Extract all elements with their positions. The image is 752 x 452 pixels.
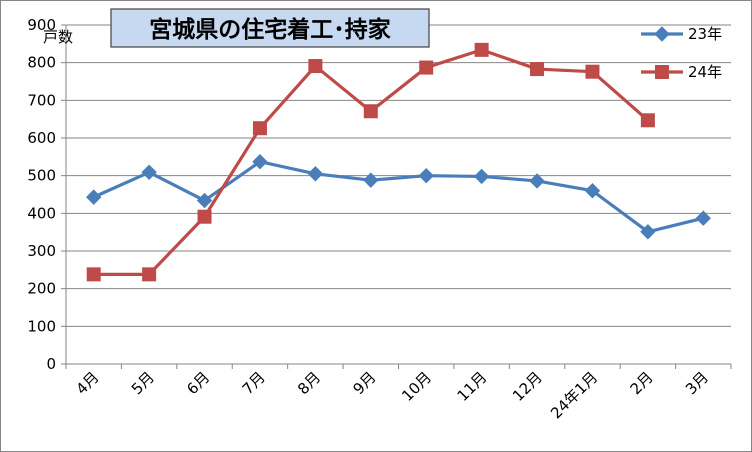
- series-line: [93, 48, 649, 276]
- y-tick-label: 700: [27, 91, 56, 109]
- data-point: [474, 42, 489, 57]
- x-tick-label: 8月: [294, 368, 324, 398]
- data-point: [86, 267, 101, 282]
- series-lines: [86, 42, 711, 282]
- x-tick-label: 7月: [239, 368, 269, 398]
- series: [86, 154, 711, 240]
- data-point: [197, 209, 212, 224]
- x-tick-label: 2月: [627, 368, 657, 398]
- gridlines: [66, 24, 731, 327]
- axes: 0 100 200 300 400 500 600 700 800 900 4月 5月 6月 7月 8月 9月…: [27, 16, 732, 422]
- data-point: [363, 172, 379, 188]
- y-tick-label: 600: [27, 129, 56, 147]
- data-point: [307, 166, 324, 182]
- data-point: [640, 224, 656, 240]
- legend: 23年 24年: [641, 25, 722, 81]
- legend-label: 24年: [688, 63, 722, 81]
- series-line: [93, 160, 704, 234]
- chart-title: 宮城県の住宅着工･持家: [149, 16, 391, 43]
- y-tick-label: 200: [27, 280, 56, 298]
- data-point: [695, 210, 711, 226]
- series: [86, 42, 655, 282]
- data-point: [363, 104, 378, 119]
- y-tick-label: 0: [46, 355, 56, 373]
- x-tick-label: 5月: [128, 368, 158, 398]
- data-point: [530, 62, 545, 77]
- data-point: [640, 113, 655, 128]
- x-tick-label: 3月: [682, 368, 712, 398]
- y-tick-label: 100: [27, 317, 56, 335]
- data-point: [529, 173, 545, 189]
- data-point: [141, 164, 157, 180]
- data-point: [584, 183, 601, 199]
- x-tick-label: 12月: [509, 368, 546, 405]
- data-point: [252, 154, 268, 170]
- x-tick-label: 11月: [454, 368, 491, 405]
- chart-title-box: 宮城県の住宅着工･持家: [110, 8, 430, 48]
- legend-entry: 23年: [641, 25, 722, 43]
- data-point: [252, 121, 267, 136]
- data-point: [654, 26, 670, 42]
- legend-entry: 24年: [641, 63, 722, 81]
- data-point: [418, 167, 434, 184]
- data-point: [419, 60, 434, 75]
- chart-title-background: [110, 8, 430, 48]
- x-tick-label: 9月: [350, 368, 380, 398]
- y-tick-label: 300: [27, 242, 56, 260]
- data-point: [308, 59, 323, 74]
- x-tick-label: 24年1月: [547, 368, 601, 422]
- data-point: [86, 189, 102, 205]
- x-tick-label: 4月: [72, 368, 102, 398]
- data-point: [655, 65, 669, 79]
- y-axis-unit-label: 戸数: [43, 28, 73, 46]
- y-tick-label: 400: [27, 204, 56, 222]
- data-point: [196, 192, 213, 209]
- data-point: [142, 267, 157, 282]
- y-tick-label: 800: [27, 54, 56, 72]
- data-point: [585, 64, 600, 79]
- y-tick-label: 900: [27, 16, 56, 34]
- data-point: [473, 168, 490, 185]
- x-tick-label: 10月: [398, 368, 435, 405]
- y-tick-label: 500: [27, 167, 56, 185]
- x-tick-label: 6月: [183, 368, 213, 398]
- legend-label: 23年: [688, 25, 722, 43]
